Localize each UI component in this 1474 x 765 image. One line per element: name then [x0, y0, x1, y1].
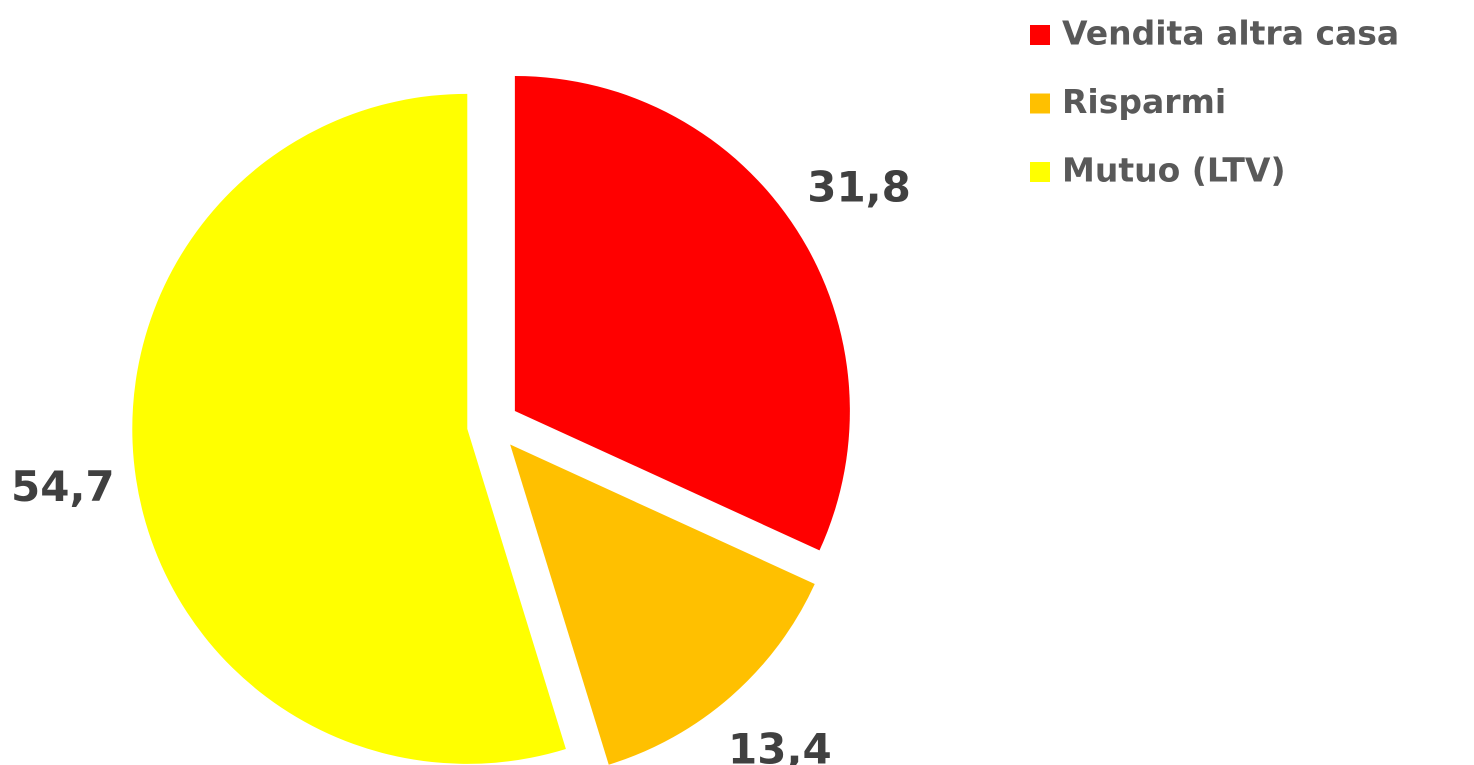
legend-swatch: [1030, 93, 1050, 114]
pie-slice: [510, 444, 815, 765]
data-label: 13,4: [728, 724, 832, 765]
pie-slice: [132, 93, 566, 764]
data-label: 54,7: [11, 462, 115, 511]
legend-swatch: [1030, 162, 1050, 182]
legend-label: Risparmi: [1062, 82, 1226, 121]
legend-label: Vendita altra casa: [1062, 14, 1399, 53]
data-label: 31,8: [807, 162, 911, 211]
legend-swatch: [1030, 25, 1050, 45]
pie-slice: [514, 75, 850, 551]
legend-label: Mutuo (LTV): [1062, 151, 1286, 190]
